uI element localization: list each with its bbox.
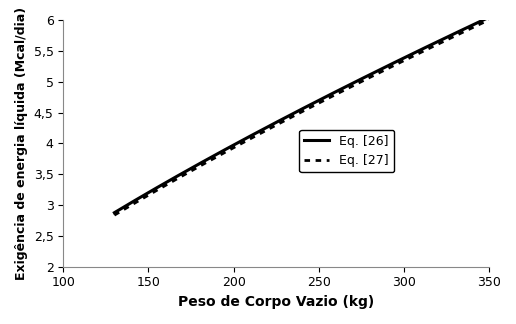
Eq. [27] xyxy=(289,115,296,119)
Eq. [27] xyxy=(418,50,425,54)
Eq. [26] xyxy=(289,112,296,116)
Y-axis label: Exigência de energia líquida (Mcal/dia): Exigência de energia líquida (Mcal/dia) xyxy=(15,7,28,280)
Eq. [27] xyxy=(111,213,118,217)
Eq. [27] xyxy=(334,92,341,96)
Eq. [26] xyxy=(314,99,320,103)
Eq. [26] xyxy=(111,211,118,214)
X-axis label: Peso de Corpo Vazio (kg): Peso de Corpo Vazio (kg) xyxy=(178,295,374,309)
Eq. [27] xyxy=(486,18,492,22)
Eq. [26] xyxy=(486,15,492,19)
Line: Eq. [27]: Eq. [27] xyxy=(115,20,489,215)
Eq. [26] xyxy=(477,19,483,23)
Eq. [27] xyxy=(292,114,298,118)
Eq. [26] xyxy=(418,48,425,52)
Legend: Eq. [26], Eq. [27]: Eq. [26], Eq. [27] xyxy=(299,130,394,172)
Eq. [27] xyxy=(477,22,483,26)
Line: Eq. [26]: Eq. [26] xyxy=(115,17,489,213)
Eq. [26] xyxy=(292,111,298,115)
Eq. [27] xyxy=(314,102,320,106)
Eq. [26] xyxy=(334,89,341,93)
